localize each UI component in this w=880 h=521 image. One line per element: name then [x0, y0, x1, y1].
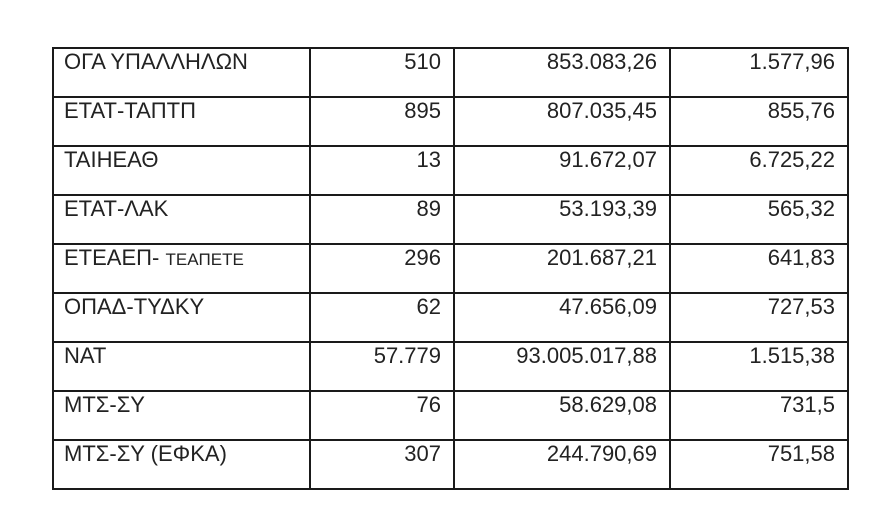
count-cell: 895 — [309, 96, 455, 147]
table-row: ΜΤΣ-ΣΥ 76 58.629,08 731,5 — [52, 390, 849, 441]
table-row: ΕΤΕΑΕΠ- ΤΕΑΠΕΤΕ 296 201.687,21 641,83 — [52, 243, 849, 294]
amount-cell: 91.672,07 — [453, 145, 671, 196]
average-cell: 731,5 — [669, 390, 849, 441]
amount-cell: 244.790,69 — [453, 439, 671, 490]
average-cell: 641,83 — [669, 243, 849, 294]
average-cell: 727,53 — [669, 292, 849, 343]
table-row: ΟΠΑΔ-ΤΥΔΚΥ 62 47.656,09 727,53 — [52, 292, 849, 343]
table-row: ΕΤΑΤ-ΤΑΠΤΠ 895 807.035,45 855,76 — [52, 96, 849, 147]
count-cell: 76 — [309, 390, 455, 441]
fund-name-cell: ΕΤΕΑΕΠ- ΤΕΑΠΕΤΕ — [52, 243, 311, 294]
average-cell: 6.725,22 — [669, 145, 849, 196]
amount-cell: 58.629,08 — [453, 390, 671, 441]
average-cell: 751,58 — [669, 439, 849, 490]
fund-name-cell: ΕΤΑΤ-ΤΑΠΤΠ — [52, 96, 311, 147]
amount-cell: 201.687,21 — [453, 243, 671, 294]
table-row: ΜΤΣ-ΣΥ (ΕΦΚΑ) 307 244.790,69 751,58 — [52, 439, 849, 490]
amount-cell: 807.035,45 — [453, 96, 671, 147]
amount-cell: 853.083,26 — [453, 47, 671, 98]
fund-name-cell: ΕΤΑΤ-ΛΑΚ — [52, 194, 311, 245]
count-cell: 57.779 — [309, 341, 455, 392]
average-cell: 1.577,96 — [669, 47, 849, 98]
amount-cell: 93.005.017,88 — [453, 341, 671, 392]
average-cell: 565,32 — [669, 194, 849, 245]
fund-name-cell: ΤΑΙΗΕΑΘ — [52, 145, 311, 196]
data-table: ΟΓΑ ΥΠΑΛΛΗΛΩΝ 510 853.083,26 1.577,96 ΕΤΑΤ-Τ… — [52, 47, 849, 490]
average-cell: 1.515,38 — [669, 341, 849, 392]
count-cell: 13 — [309, 145, 455, 196]
fund-name-cell: ΝΑΤ — [52, 341, 311, 392]
count-cell: 307 — [309, 439, 455, 490]
count-cell: 62 — [309, 292, 455, 343]
table-row: ΝΑΤ 57.779 93.005.017,88 1.515,38 — [52, 341, 849, 392]
count-cell: 89 — [309, 194, 455, 245]
fund-name-cell: ΜΤΣ-ΣΥ (ΕΦΚΑ) — [52, 439, 311, 490]
fund-name-suffix: ΤΕΑΠΕΤΕ — [165, 250, 244, 269]
fund-name-cell: ΜΤΣ-ΣΥ — [52, 390, 311, 441]
table-row: ΟΓΑ ΥΠΑΛΛΗΛΩΝ 510 853.083,26 1.577,96 — [52, 47, 849, 98]
fund-name-cell: ΟΓΑ ΥΠΑΛΛΗΛΩΝ — [52, 47, 311, 98]
table-row: ΕΤΑΤ-ΛΑΚ 89 53.193,39 565,32 — [52, 194, 849, 245]
count-cell: 510 — [309, 47, 455, 98]
table-row: ΤΑΙΗΕΑΘ 13 91.672,07 6.725,22 — [52, 145, 849, 196]
average-cell: 855,76 — [669, 96, 849, 147]
amount-cell: 47.656,09 — [453, 292, 671, 343]
count-cell: 296 — [309, 243, 455, 294]
amount-cell: 53.193,39 — [453, 194, 671, 245]
fund-name-cell: ΟΠΑΔ-ΤΥΔΚΥ — [52, 292, 311, 343]
